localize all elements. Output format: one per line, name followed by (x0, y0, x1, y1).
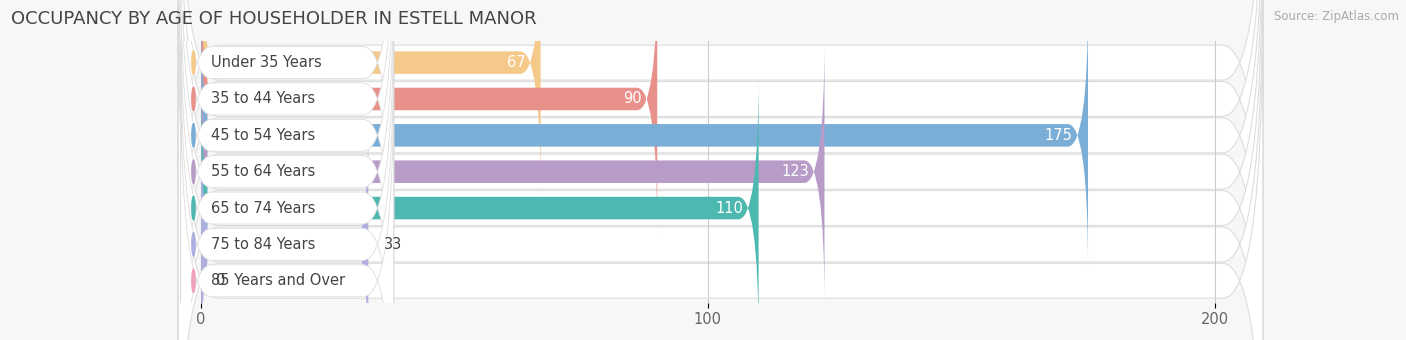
Circle shape (191, 197, 195, 220)
Text: Under 35 Years: Under 35 Years (211, 55, 322, 70)
FancyBboxPatch shape (179, 0, 1263, 340)
Circle shape (191, 269, 195, 292)
FancyBboxPatch shape (181, 79, 394, 340)
Text: 75 to 84 Years: 75 to 84 Years (211, 237, 315, 252)
FancyBboxPatch shape (181, 0, 394, 340)
FancyBboxPatch shape (181, 42, 394, 340)
FancyBboxPatch shape (201, 74, 759, 340)
Text: 90: 90 (623, 91, 643, 106)
FancyBboxPatch shape (201, 1, 1088, 270)
FancyBboxPatch shape (179, 0, 1263, 340)
FancyBboxPatch shape (181, 0, 394, 338)
Text: 85 Years and Over: 85 Years and Over (211, 273, 346, 288)
Circle shape (191, 87, 195, 110)
Circle shape (191, 160, 195, 183)
Text: 55 to 64 Years: 55 to 64 Years (211, 164, 315, 179)
Text: 123: 123 (782, 164, 810, 179)
FancyBboxPatch shape (179, 0, 1263, 340)
FancyBboxPatch shape (181, 0, 394, 301)
FancyBboxPatch shape (179, 7, 1263, 340)
FancyBboxPatch shape (201, 110, 368, 340)
Text: 110: 110 (716, 201, 744, 216)
Text: 0: 0 (217, 273, 226, 288)
FancyBboxPatch shape (179, 0, 1263, 336)
FancyBboxPatch shape (201, 0, 657, 233)
FancyBboxPatch shape (181, 6, 394, 340)
Text: 45 to 54 Years: 45 to 54 Years (211, 128, 315, 143)
Text: 175: 175 (1045, 128, 1073, 143)
Circle shape (191, 124, 195, 147)
FancyBboxPatch shape (179, 0, 1263, 340)
Text: OCCUPANCY BY AGE OF HOUSEHOLDER IN ESTELL MANOR: OCCUPANCY BY AGE OF HOUSEHOLDER IN ESTEL… (11, 10, 537, 28)
Text: 65 to 74 Years: 65 to 74 Years (211, 201, 315, 216)
Text: 67: 67 (506, 55, 526, 70)
Text: 35 to 44 Years: 35 to 44 Years (211, 91, 315, 106)
FancyBboxPatch shape (179, 0, 1263, 340)
FancyBboxPatch shape (201, 0, 541, 197)
Circle shape (191, 51, 195, 74)
Circle shape (191, 233, 195, 256)
FancyBboxPatch shape (201, 37, 824, 306)
Text: Source: ZipAtlas.com: Source: ZipAtlas.com (1274, 10, 1399, 23)
Text: 33: 33 (384, 237, 402, 252)
FancyBboxPatch shape (181, 0, 394, 265)
